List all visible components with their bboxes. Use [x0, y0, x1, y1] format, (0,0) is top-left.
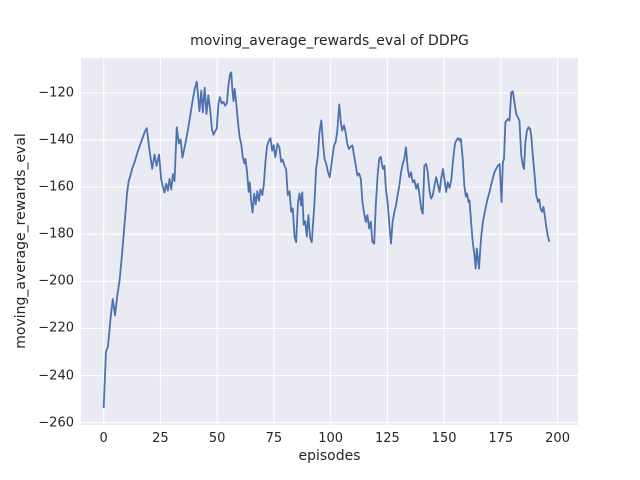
x-tick-label: 150: [431, 431, 457, 446]
x-tick-label: 50: [208, 431, 226, 446]
y-tick-label: −120: [38, 85, 74, 101]
plot-background: [81, 58, 578, 425]
y-tick-label: −200: [38, 273, 74, 289]
y-tick-label: −180: [38, 226, 74, 242]
y-tick-label: −220: [38, 320, 74, 336]
chart-title: moving_average_rewards_eval of DDPG: [190, 33, 469, 49]
x-tick-label: 175: [488, 431, 514, 446]
x-tick-label: 0: [99, 431, 108, 446]
y-tick-label: −240: [38, 368, 74, 384]
x-tick-label: 125: [374, 431, 400, 446]
x-axis-label: episodes: [298, 448, 361, 464]
series-line: [102, 71, 551, 409]
y-tick-label: −160: [38, 179, 74, 195]
x-tick-label: 200: [545, 431, 570, 446]
x-tick-label: 75: [265, 431, 283, 446]
y-tick-label: −140: [38, 132, 74, 148]
x-tick-label: 25: [152, 431, 169, 446]
y-tick-label: −260: [38, 415, 74, 431]
x-tick-label: 100: [318, 431, 344, 446]
